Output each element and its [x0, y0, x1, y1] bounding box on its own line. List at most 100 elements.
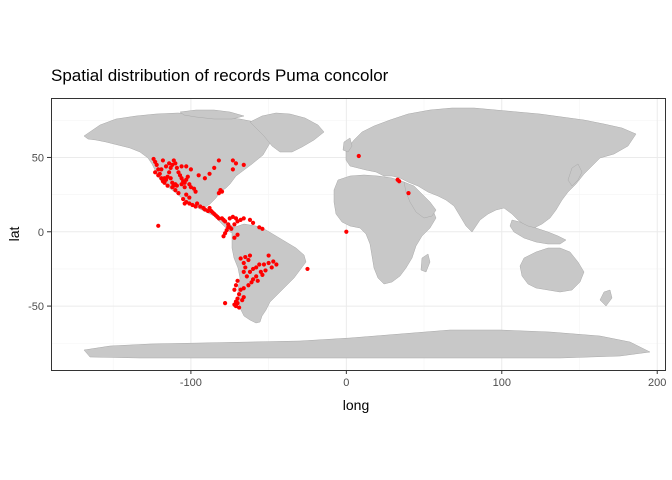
record-point — [263, 268, 268, 273]
x-tick-label: 100 — [493, 377, 511, 389]
y-tick-label: 0 — [38, 227, 44, 239]
x-tick-label: -100 — [180, 377, 202, 389]
record-point — [202, 176, 207, 181]
record-point — [187, 195, 192, 200]
record-point — [187, 201, 192, 206]
record-point — [235, 301, 240, 306]
record-point — [226, 225, 231, 230]
record-point — [344, 229, 349, 234]
record-point — [170, 162, 175, 167]
record-point — [250, 220, 256, 225]
land-antarctica — [83, 329, 651, 359]
record-point — [244, 274, 249, 279]
record-point — [216, 216, 221, 221]
record-point — [241, 216, 246, 221]
land-madagascar — [420, 253, 431, 273]
record-point — [229, 226, 234, 231]
record-point — [232, 222, 237, 227]
record-point — [243, 254, 248, 260]
record-point — [232, 235, 237, 240]
record-point — [241, 286, 246, 291]
land-arctic-islands — [179, 109, 245, 120]
record-point — [207, 171, 212, 176]
record-point — [269, 265, 274, 270]
axis-ticks: -100 0 100 200 50 0 -50 — [28, 152, 666, 389]
record-point — [165, 183, 170, 188]
record-point — [255, 278, 260, 283]
x-tick-label: 0 — [343, 377, 349, 389]
land-south-america — [231, 223, 307, 324]
record-point — [162, 176, 167, 181]
panel-border — [51, 98, 666, 371]
record-point — [212, 165, 217, 170]
record-point — [238, 217, 243, 222]
record-point — [167, 161, 172, 166]
record-point — [170, 185, 175, 190]
record-point — [397, 179, 402, 184]
land-british-isles — [342, 137, 353, 153]
record-point — [222, 301, 228, 306]
record-point — [247, 217, 253, 222]
record-point — [246, 257, 251, 263]
record-point — [254, 265, 259, 270]
land-eurasia — [345, 107, 637, 233]
record-point — [249, 280, 254, 285]
chart-title: Spatial distribution of records Puma con… — [51, 66, 389, 85]
record-point — [154, 162, 159, 167]
record-point — [184, 192, 189, 197]
record-point — [167, 170, 172, 175]
record-point — [216, 158, 221, 163]
record-point — [184, 164, 189, 169]
record-point — [230, 214, 235, 220]
record-point — [356, 153, 361, 159]
record-point — [196, 173, 201, 178]
record-point — [222, 219, 228, 224]
record-point — [233, 283, 239, 288]
record-point — [233, 216, 239, 221]
land-africa — [333, 174, 437, 285]
record-point — [241, 295, 246, 300]
record-point — [159, 167, 164, 172]
record-point — [260, 272, 265, 277]
record-point — [274, 262, 279, 267]
record-point — [173, 161, 178, 166]
record-point — [266, 260, 271, 266]
record-point — [271, 259, 276, 264]
record-point — [227, 216, 232, 221]
record-point — [198, 204, 203, 209]
record-point — [190, 202, 195, 208]
record-point — [188, 167, 193, 172]
record-point — [176, 191, 181, 196]
land-southeast-asia-islands — [509, 219, 567, 245]
record-point — [163, 164, 169, 169]
land-japan — [567, 163, 583, 187]
record-point — [254, 274, 259, 279]
record-point — [173, 188, 178, 193]
record-point — [260, 226, 265, 231]
record-point — [236, 305, 242, 310]
record-point — [168, 176, 173, 181]
y-tick-label: 50 — [32, 152, 44, 164]
record-point — [241, 269, 246, 275]
record-point — [182, 185, 187, 190]
record-point — [305, 266, 310, 272]
record-point — [406, 191, 411, 196]
record-point — [188, 185, 193, 190]
record-point — [238, 256, 243, 261]
record-point — [179, 164, 184, 169]
record-point — [232, 287, 237, 292]
record-point — [247, 253, 253, 258]
record-point — [156, 167, 161, 172]
record-point — [195, 201, 200, 206]
record-point — [160, 158, 166, 163]
record-point — [235, 232, 240, 237]
record-point — [257, 262, 262, 267]
record-point — [174, 183, 180, 188]
record-point — [153, 170, 158, 175]
record-point — [174, 165, 180, 170]
record-point — [193, 189, 198, 194]
record-point — [247, 269, 253, 275]
record-point — [241, 260, 246, 266]
record-point — [243, 265, 248, 270]
